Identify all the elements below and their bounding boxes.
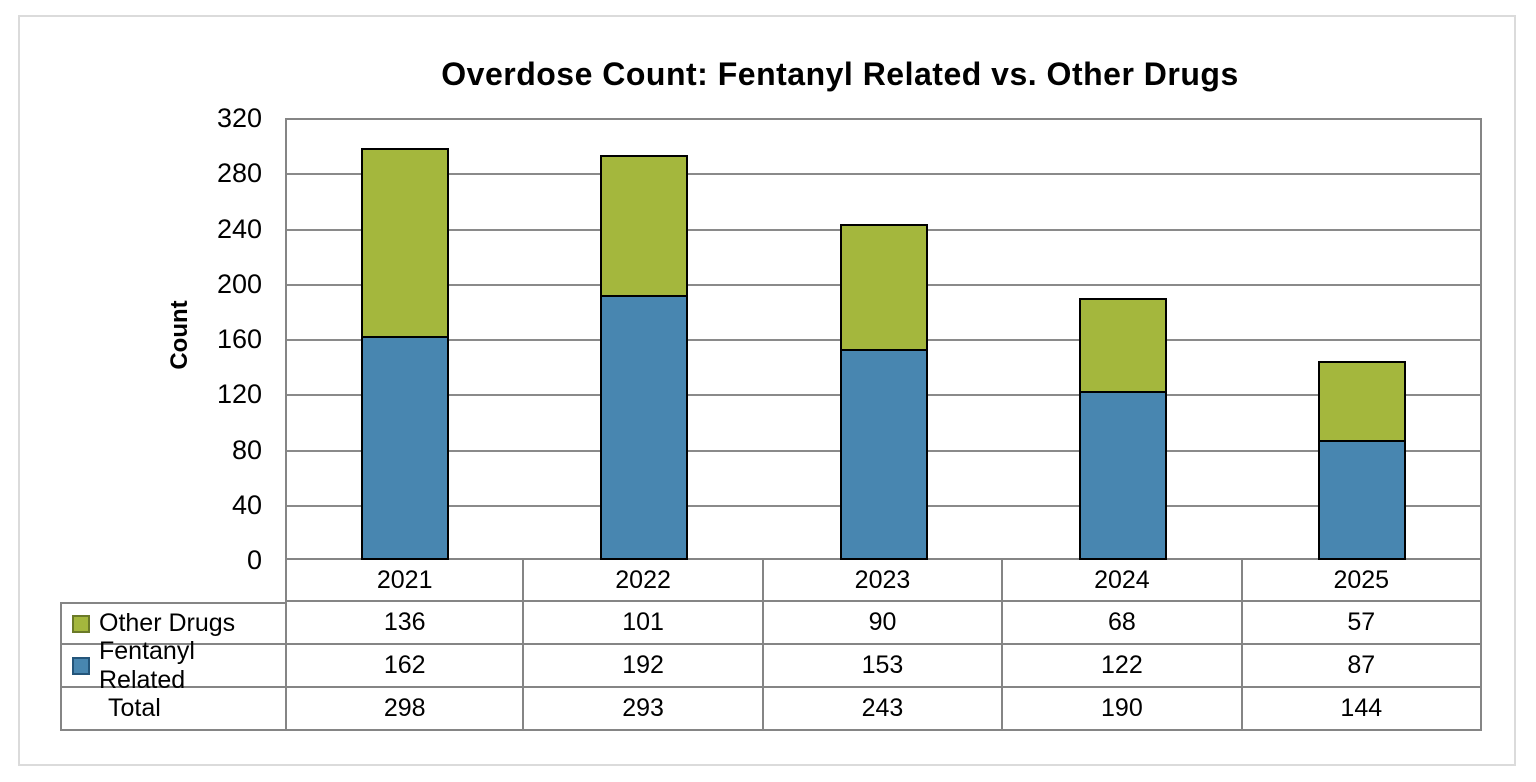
- y-axis-tick-label: 120: [216, 379, 262, 410]
- table-cell-total-2024: 190: [1003, 688, 1243, 731]
- table-row-label-other-drugs: Other Drugs: [60, 602, 285, 645]
- table-cell-other-drugs-2021: 136: [285, 602, 525, 645]
- y-axis-tick-label: 80: [231, 434, 262, 465]
- gridline: [287, 173, 1480, 176]
- y-axis-tick-label: 0: [246, 545, 262, 575]
- bar-segment-other-drugs-2022: [600, 155, 689, 297]
- table-cell-year-2024: 2024: [1003, 560, 1243, 602]
- bar-segment-fentanyl-related-2025: [1318, 439, 1407, 560]
- table-cell-other-drugs-2023: 90: [763, 602, 1004, 645]
- chart-title: Overdose Count: Fentanyl Related vs. Oth…: [441, 56, 1239, 92]
- y-axis-tick-label: 280: [216, 158, 262, 189]
- table-cell-year-2022: 2022: [524, 560, 764, 602]
- table-row-label-fentanyl-related: Fentanyl Related: [60, 637, 285, 694]
- table-row-label-text: Other Drugs: [99, 609, 236, 637]
- table-cell-other-drugs-2025: 57: [1242, 602, 1482, 645]
- table-row-label-total: Total: [60, 688, 285, 731]
- legend-swatch-fentanyl-related-icon: [72, 656, 90, 675]
- table-cell-fentanyl-related-2021: 162: [285, 645, 525, 688]
- bar-segment-other-drugs-2025: [1318, 361, 1407, 442]
- table-row-label-text: Fentanyl Related: [99, 636, 195, 694]
- table-cell-other-drugs-2022: 101: [524, 602, 764, 645]
- y-axis-tick-label: 320: [216, 103, 262, 133]
- table-cell-fentanyl-related-2025: 87: [1242, 645, 1482, 688]
- table-cell-total-2022: 293: [524, 688, 764, 731]
- bar-segment-other-drugs-2021: [360, 148, 449, 339]
- bar-segment-fentanyl-related-2024: [1078, 391, 1167, 560]
- bar-segment-other-drugs-2023: [839, 224, 928, 351]
- chart-outer-frame: [18, 15, 1516, 766]
- table-cell-total-2025: 144: [1242, 688, 1482, 731]
- table-cell-fentanyl-related-2022: 192: [524, 645, 764, 688]
- table-cell-year-2021: 2021: [285, 560, 525, 602]
- y-axis-tick-label: 240: [216, 213, 262, 244]
- y-axis-tick-label: 160: [216, 324, 262, 354]
- table-row-label-text: Total: [108, 694, 161, 722]
- table-cell-year-2023: 2023: [763, 560, 1004, 602]
- bar-segment-fentanyl-related-2021: [360, 336, 449, 560]
- bar-segment-fentanyl-related-2022: [600, 294, 689, 560]
- table-cell-fentanyl-related-2023: 153: [763, 645, 1004, 688]
- y-axis-tick-label: 200: [216, 268, 262, 299]
- table-cell-total-2021: 298: [285, 688, 525, 731]
- bar-segment-fentanyl-related-2023: [839, 348, 928, 560]
- bar-segment-other-drugs-2024: [1078, 297, 1167, 394]
- legend-swatch-other-drugs-icon: [72, 614, 90, 633]
- table-cell-year-2025: 2025: [1242, 560, 1482, 602]
- table-cell-total-2023: 243: [763, 688, 1004, 731]
- table-cell-fentanyl-related-2024: 122: [1003, 645, 1243, 688]
- table-cell-other-drugs-2024: 68: [1003, 602, 1243, 645]
- y-axis-tick-label: 40: [231, 489, 262, 520]
